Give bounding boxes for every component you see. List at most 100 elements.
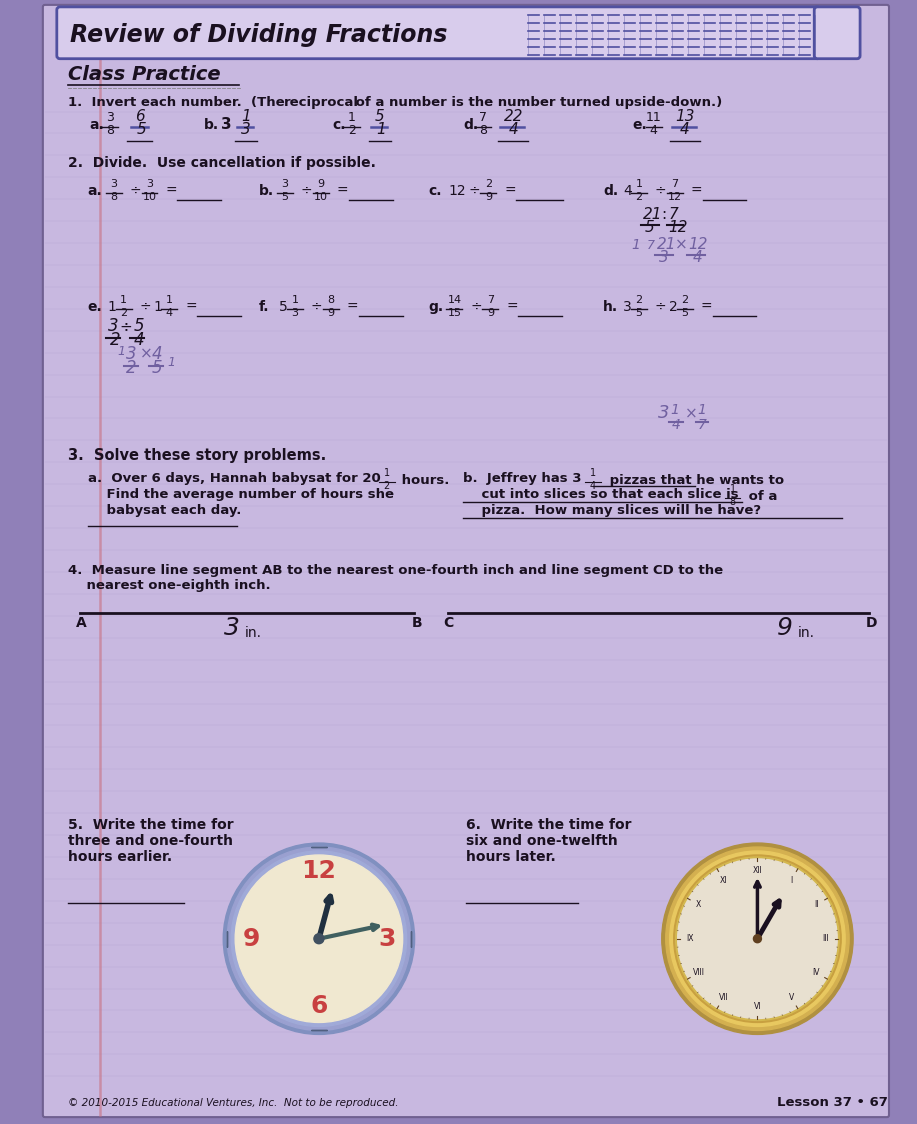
Text: 3: 3 [378,926,395,951]
Text: 7: 7 [487,294,494,305]
Text: 1: 1 [590,469,596,479]
Text: reciprocal: reciprocal [284,96,359,109]
Text: 5: 5 [681,308,688,318]
Text: 1: 1 [635,179,642,189]
Text: 9: 9 [778,616,793,640]
Text: in.: in. [797,626,814,640]
Text: =: = [691,184,702,198]
Text: c.: c. [332,118,346,133]
Text: nearest one-eighth inch.: nearest one-eighth inch. [68,579,271,592]
Text: 6: 6 [310,995,327,1018]
Text: ÷: ÷ [119,319,132,334]
Text: 9: 9 [327,308,335,318]
Text: 7: 7 [646,239,655,252]
Text: Review of Dividing Fractions: Review of Dividing Fractions [70,22,447,47]
Text: 7: 7 [480,111,487,125]
Text: 3: 3 [146,179,153,189]
Text: 3: 3 [241,123,251,137]
Text: of a: of a [745,490,778,504]
Text: pizzas that he wants to: pizzas that he wants to [605,474,784,488]
Text: ×: × [675,237,688,252]
Text: 2: 2 [485,179,492,189]
Text: VI: VI [754,1001,761,1010]
Text: ÷: ÷ [129,184,141,198]
Text: a.: a. [90,118,105,133]
Text: h.: h. [603,300,618,314]
Text: 4: 4 [134,330,144,348]
Text: VIII: VIII [692,968,705,977]
Text: 4: 4 [672,418,680,433]
Text: Class Practice: Class Practice [68,65,220,83]
Text: V: V [789,992,794,1001]
Text: 3: 3 [225,616,240,640]
Text: 1: 1 [120,294,127,305]
Text: 9: 9 [242,926,260,951]
Text: f.: f. [260,300,270,314]
Text: =: = [185,300,197,314]
Text: 2: 2 [126,359,137,377]
Text: 4: 4 [590,481,596,491]
Text: 1: 1 [292,294,299,305]
Text: 2: 2 [383,481,390,491]
Text: ×: × [685,407,698,422]
Text: 1: 1 [153,300,162,314]
Text: 4: 4 [623,184,632,198]
Text: 4: 4 [151,345,162,363]
Text: 1: 1 [117,345,126,357]
FancyBboxPatch shape [814,7,860,58]
Circle shape [676,856,839,1021]
Text: X: X [696,900,702,909]
Text: 7: 7 [668,207,679,223]
Text: 2: 2 [120,308,127,318]
Text: 3: 3 [623,300,632,314]
Text: 5: 5 [635,308,642,318]
Text: 3: 3 [126,345,137,363]
Text: e.: e. [633,118,647,133]
Circle shape [235,855,403,1023]
Text: 9: 9 [485,192,492,202]
Text: 2: 2 [110,330,120,348]
Text: b.: b. [260,184,274,198]
Text: 3: 3 [221,118,232,133]
Circle shape [314,934,324,944]
Text: 9: 9 [487,308,494,318]
Circle shape [754,935,761,943]
Text: 5: 5 [151,359,162,377]
Text: 12: 12 [689,237,708,252]
Text: 1: 1 [383,469,390,479]
Text: ÷: ÷ [655,300,667,314]
Text: 4: 4 [692,250,702,265]
Text: 1: 1 [168,355,175,369]
Text: Lesson 37 • 67: Lesson 37 • 67 [778,1096,889,1109]
Text: 4: 4 [679,123,690,137]
Text: =: = [504,184,516,198]
Text: XII: XII [753,867,762,876]
Text: 7: 7 [698,418,706,433]
Text: 3: 3 [110,179,117,189]
Circle shape [231,851,406,1026]
Text: 7: 7 [671,179,679,189]
Text: 9: 9 [317,179,325,189]
Text: 1: 1 [377,123,386,137]
Text: pizza.  How many slices will he have?: pizza. How many slices will he have? [463,505,761,517]
Text: a.  Over 6 days, Hannah babysat for 20: a. Over 6 days, Hannah babysat for 20 [88,472,381,486]
Text: c.: c. [428,184,442,198]
Text: 4.  Measure line segment AB to the nearest one-fourth inch and line segment CD t: 4. Measure line segment AB to the neares… [68,564,723,577]
Text: 8: 8 [327,294,335,305]
Text: 3: 3 [107,317,118,335]
Text: 3: 3 [282,179,289,189]
Text: 12: 12 [668,192,681,202]
Text: 10: 10 [314,192,328,202]
Text: 4: 4 [166,308,173,318]
Text: hours earlier.: hours earlier. [68,850,171,864]
Text: 3: 3 [105,111,114,125]
Text: 4: 4 [508,123,518,137]
Circle shape [223,843,414,1034]
Text: ÷: ÷ [301,184,313,198]
Circle shape [662,843,853,1034]
Text: d.: d. [603,184,618,198]
Text: ÷: ÷ [470,300,482,314]
Text: 12: 12 [302,859,337,883]
Text: 1: 1 [348,111,356,125]
Text: 11: 11 [646,111,662,125]
